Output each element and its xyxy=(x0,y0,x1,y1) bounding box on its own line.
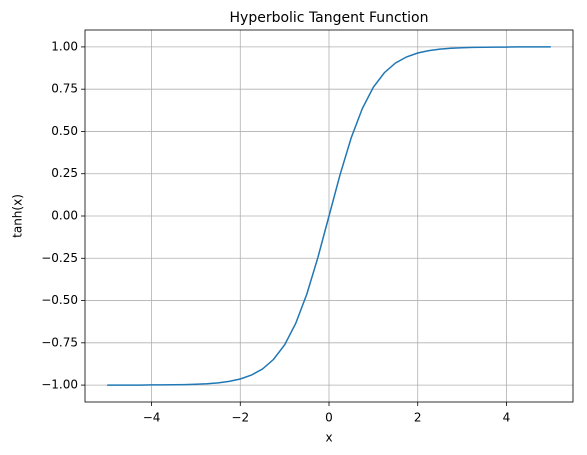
x-tick-label: 4 xyxy=(503,411,511,425)
x-tick-label: −2 xyxy=(231,411,249,425)
y-tick-label: 1.00 xyxy=(51,39,78,53)
y-tick-label: −1.00 xyxy=(41,378,78,392)
x-tick-label: −4 xyxy=(143,411,161,425)
line xyxy=(107,46,551,386)
y-tick-label: −0.50 xyxy=(41,293,78,307)
y-axis-label: tanh(x) xyxy=(11,194,25,238)
plot-frame xyxy=(84,29,574,403)
y-tick-label: −0.75 xyxy=(41,335,78,349)
y-tick-label: −0.25 xyxy=(41,251,78,265)
y-tick-label: 0.75 xyxy=(51,82,78,96)
x-axis-label: x xyxy=(325,431,332,445)
y-tick-label: 0.00 xyxy=(51,209,78,223)
chart-title: Hyperbolic Tangent Function xyxy=(230,10,429,26)
x-tick-label: 2 xyxy=(414,411,422,425)
y-tick-label: 0.50 xyxy=(51,124,78,138)
y-tick-label: 0.25 xyxy=(51,166,78,180)
x-tick-label: 0 xyxy=(325,411,333,425)
